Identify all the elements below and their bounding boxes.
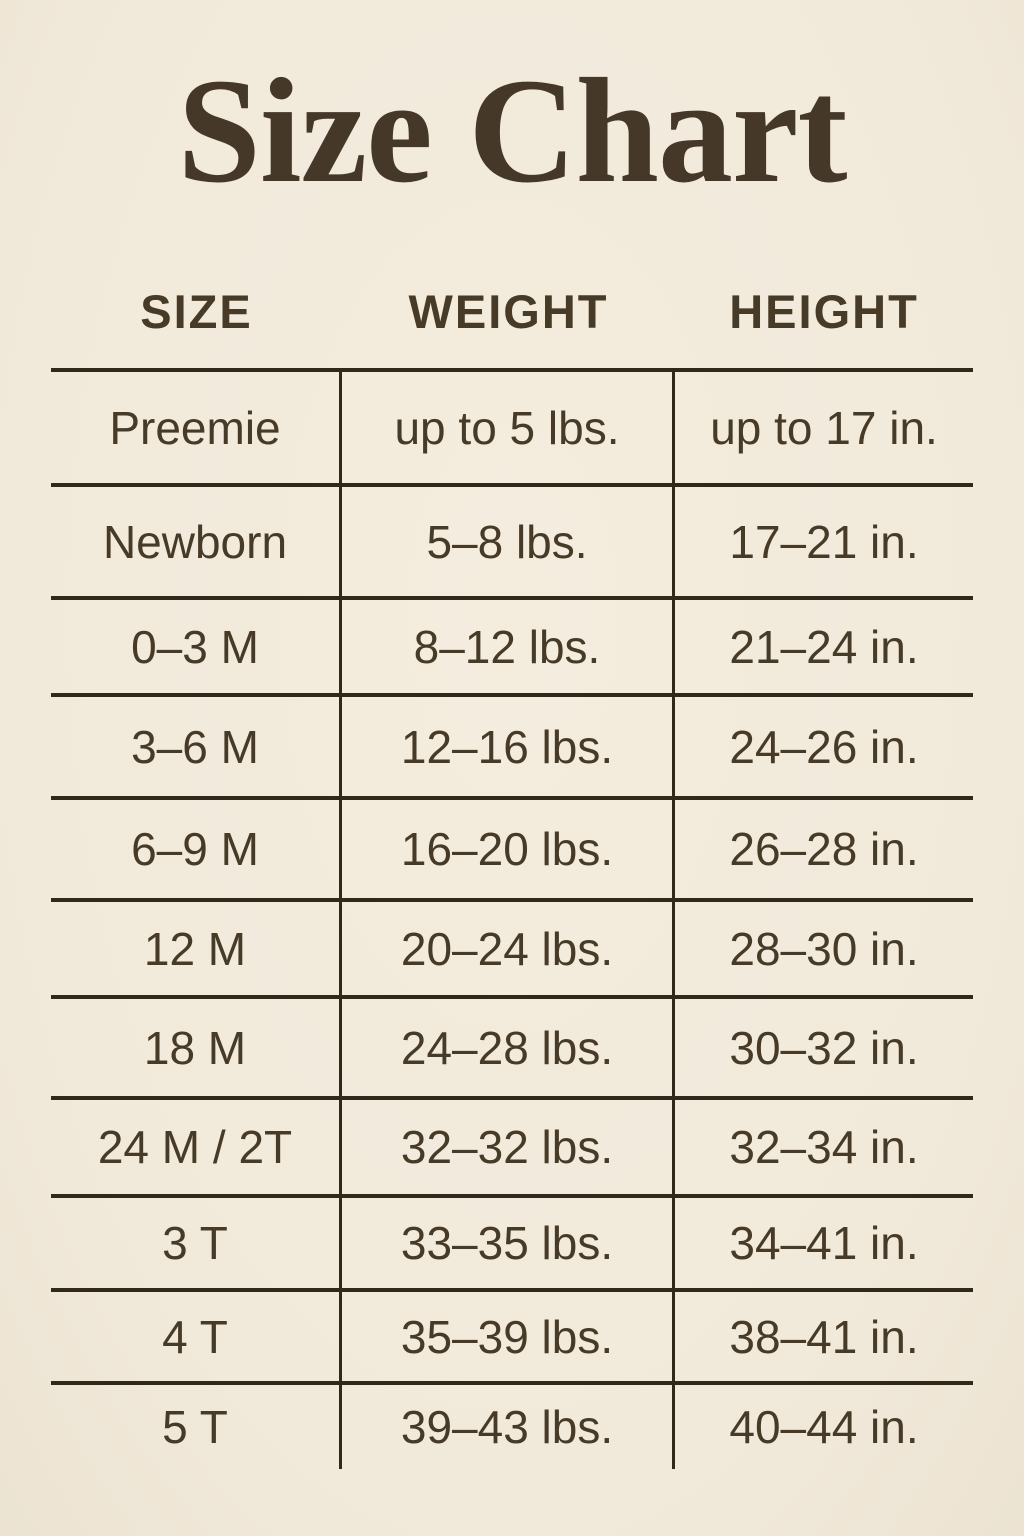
table-cell: 40–44 in. bbox=[729, 1401, 919, 1453]
table-cell: 20–24 lbs. bbox=[342, 902, 675, 999]
table-cell: 0–3 M bbox=[51, 600, 342, 697]
table-cell: 5 T bbox=[51, 1385, 342, 1469]
table-cell: 21–24 in. bbox=[675, 600, 973, 697]
table-cell: 4 T bbox=[51, 1292, 342, 1385]
table-cell: Preemie bbox=[51, 372, 342, 487]
table-cell: 38–41 in. bbox=[675, 1292, 973, 1385]
table-cell: 39–43 lbs. bbox=[342, 1385, 675, 1469]
table-cell: 24–28 lbs. bbox=[342, 999, 675, 1100]
table-cell: 30–32 in. bbox=[675, 999, 973, 1100]
table-cell: 28–30 in. bbox=[675, 902, 973, 999]
size-chart-page: Size Chart SIZE WEIGHT HEIGHT Preemie up … bbox=[51, 48, 973, 1469]
table-cell: 34–41 in. bbox=[675, 1198, 973, 1292]
table-cell: 12 M bbox=[51, 902, 342, 999]
table-cell: 24–26 in. bbox=[675, 697, 973, 800]
table-cell: 3–6 M bbox=[51, 697, 342, 800]
table-cell: 32–34 in. bbox=[675, 1100, 973, 1198]
table-cell: 5–8 lbs. bbox=[342, 487, 675, 600]
table-cell: 32–32 lbs. bbox=[342, 1100, 675, 1198]
column-header-height: HEIGHT bbox=[729, 285, 919, 338]
table-cell: 18 M bbox=[51, 999, 342, 1100]
table-cell: 3 T bbox=[51, 1198, 342, 1292]
table-cell: 24 M / 2T bbox=[51, 1100, 342, 1198]
table-cell: 16–20 lbs. bbox=[342, 800, 675, 902]
table-cell: Newborn bbox=[51, 487, 342, 600]
column-header-weight: WEIGHT bbox=[408, 285, 609, 338]
table-cell: up to 5 lbs. bbox=[342, 372, 675, 487]
table-cell: 17–21 in. bbox=[675, 487, 973, 600]
table-cell: up to 17 in. bbox=[675, 372, 973, 487]
table-header-row: SIZE WEIGHT HEIGHT bbox=[51, 284, 973, 338]
table-cell: 33–35 lbs. bbox=[342, 1198, 675, 1292]
page-title: Size Chart bbox=[177, 48, 847, 214]
table-cell: 8–12 lbs. bbox=[342, 600, 675, 697]
column-header-size: SIZE bbox=[140, 285, 253, 338]
table-cell: 35–39 lbs. bbox=[342, 1292, 675, 1385]
size-table-body: Preemie up to 5 lbs. up to 17 in. Newborn 5–… bbox=[51, 368, 973, 1469]
table-cell: 12–16 lbs. bbox=[342, 697, 675, 800]
table-cell: 26–28 in. bbox=[675, 800, 973, 902]
table-cell: 6–9 M bbox=[51, 800, 342, 902]
